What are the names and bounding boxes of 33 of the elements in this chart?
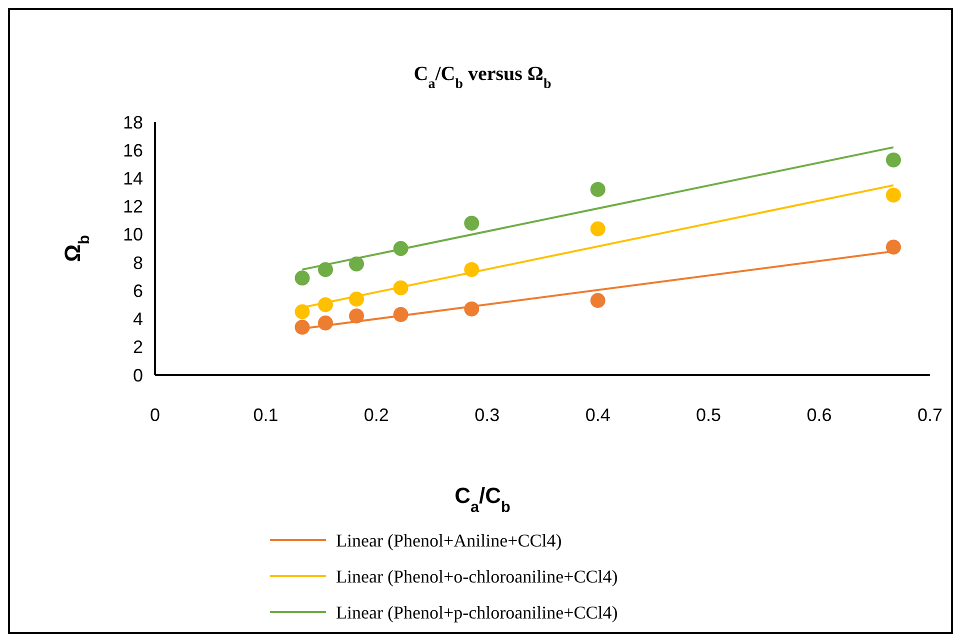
- chart-title: C$_{a}$/C$_{b}$ versus Ω$_{b}$: [414, 63, 552, 92]
- point: [590, 221, 606, 236]
- x-tick-label: 0.4: [585, 405, 610, 425]
- x-tick-label: 0.2: [364, 405, 389, 425]
- y-tick-label: 18: [122, 112, 143, 132]
- x-tick-label: 0.7: [917, 405, 943, 425]
- point: [590, 293, 606, 308]
- y-tick-label: 16: [122, 140, 143, 160]
- y-tick-label: 4: [132, 309, 143, 330]
- x-tick-label: 0.5: [696, 405, 722, 425]
- point: [294, 304, 310, 320]
- y-tick-label: 8: [132, 252, 143, 273]
- y-tick-label: 14: [122, 168, 143, 189]
- x-axis-title: C$_{a}$/C$_{b}$: [454, 483, 510, 516]
- y-tick-label: 12: [122, 196, 143, 217]
- point: [886, 240, 901, 255]
- legend-label: Linear (Phenol+Aniline+CCl4): [336, 530, 562, 550]
- point: [886, 152, 901, 168]
- x-tick-label: 0.1: [253, 405, 278, 425]
- y-tick-label: 0: [132, 365, 143, 386]
- point: [464, 216, 480, 231]
- y-tick-label: 6: [132, 280, 143, 301]
- point: [590, 182, 606, 197]
- y-tick-label: 10: [122, 224, 143, 245]
- x-tick-label: 0: [150, 405, 160, 425]
- legend-label: Linear (Phenol+p-chloroaniline+CCl4): [336, 602, 618, 622]
- x-tick-label: 0.6: [806, 405, 832, 425]
- x-tick-label: 0.3: [474, 405, 500, 425]
- legend-label: Linear (Phenol+o-chloroaniline+CCl4): [336, 566, 618, 586]
- point: [294, 270, 310, 286]
- point: [294, 320, 310, 335]
- y-tick-label: 2: [132, 337, 143, 358]
- point: [886, 188, 901, 203]
